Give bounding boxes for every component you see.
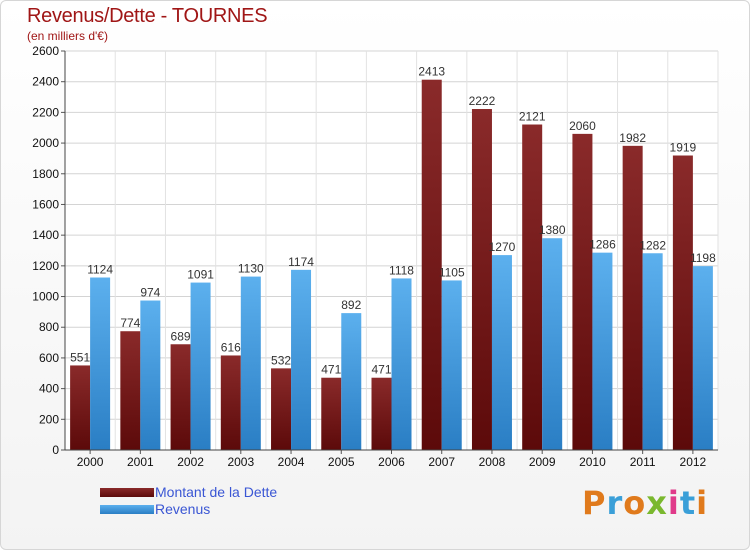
- x-tick-label-2006: 2006: [378, 455, 405, 469]
- legend-label-debt: Montant de la Dette: [155, 484, 278, 500]
- bar-revenus-2005: [341, 313, 362, 450]
- data-label-revenus-2002: 1091: [187, 268, 214, 282]
- bar-debt-2010: [572, 133, 593, 450]
- legend-label-revenus: Revenus: [155, 501, 211, 517]
- x-tick-label-2007: 2007: [428, 455, 455, 469]
- y-tick-label-1200: 1200: [32, 259, 59, 273]
- y-tick-label-2000: 2000: [32, 136, 59, 150]
- x-tick-label-2000: 2000: [77, 455, 104, 469]
- data-label-revenus-2012: 1198: [690, 251, 716, 265]
- bar-revenus-2008: [491, 255, 512, 450]
- bar-revenus-2007: [441, 280, 462, 450]
- proxiti-logo: Proxiti: [582, 484, 708, 522]
- bar-revenus-2006: [391, 278, 412, 450]
- data-label-debt-2007: 2413: [418, 65, 445, 79]
- bar-revenus-2004: [291, 269, 312, 450]
- x-tick-label-2004: 2004: [278, 455, 305, 469]
- bar-debt-2001: [120, 331, 141, 450]
- y-tick-label-0: 0: [52, 443, 59, 457]
- data-label-debt-2006: 471: [371, 363, 391, 377]
- bar-revenus-2002: [190, 282, 211, 450]
- x-tick-label-2003: 2003: [227, 455, 254, 469]
- logo-letter: r: [606, 484, 624, 522]
- y-tick-label-400: 400: [39, 382, 59, 396]
- legend-swatch-debt: [100, 488, 154, 497]
- chart-subtitle: (en milliers d'€): [27, 29, 108, 43]
- bar-revenus-2001: [140, 300, 161, 450]
- data-label-debt-2010: 2060: [569, 119, 596, 133]
- y-tick-label-600: 600: [39, 351, 59, 365]
- chart-title: Revenus/Dette - TOURNES: [27, 5, 268, 27]
- y-tick-label-1000: 1000: [32, 290, 59, 304]
- bar-debt-2004: [271, 368, 292, 450]
- logo-letter: i: [667, 484, 680, 522]
- x-tick-label-2005: 2005: [328, 455, 355, 469]
- data-label-revenus-2001: 974: [140, 286, 160, 300]
- x-tick-label-2011: 2011: [630, 455, 656, 469]
- x-tick-label-2010: 2010: [579, 455, 606, 469]
- bar-debt-2002: [170, 344, 191, 450]
- logo-letter: o: [623, 484, 647, 522]
- data-label-debt-2004: 532: [271, 353, 291, 367]
- data-label-debt-2008: 2222: [469, 94, 496, 108]
- bar-debt-2006: [371, 377, 392, 450]
- bar-debt-2012: [672, 155, 693, 450]
- y-tick-label-2600: 2600: [32, 44, 59, 58]
- y-tick-label-200: 200: [39, 412, 59, 426]
- data-label-revenus-2010: 1286: [589, 238, 616, 252]
- bar-revenus-2011: [642, 253, 663, 450]
- y-tick-label-2200: 2200: [32, 105, 59, 119]
- data-label-debt-2002: 689: [171, 329, 191, 343]
- logo-letter: P: [582, 484, 607, 522]
- data-label-debt-2012: 1919: [670, 141, 697, 155]
- bar-debt-2009: [522, 124, 543, 450]
- bar-debt-2008: [471, 109, 492, 451]
- y-tick-label-1400: 1400: [32, 228, 59, 242]
- data-label-revenus-2004: 1174: [288, 255, 314, 269]
- x-tick-label-2002: 2002: [177, 455, 204, 469]
- bar-revenus-2003: [240, 276, 261, 450]
- data-label-revenus-2003: 1130: [238, 262, 264, 276]
- bar-debt-2000: [70, 365, 91, 450]
- data-label-debt-2000: 551: [70, 350, 90, 364]
- bar-revenus-2012: [692, 266, 713, 450]
- data-label-revenus-2000: 1124: [87, 263, 113, 277]
- data-label-revenus-2011: 1282: [639, 238, 666, 252]
- y-tick-label-800: 800: [39, 320, 59, 334]
- data-label-revenus-2005: 892: [341, 298, 361, 312]
- logo-letter: i: [696, 484, 709, 522]
- data-label-revenus-2008: 1270: [489, 240, 516, 254]
- bar-revenus-2010: [592, 252, 613, 450]
- bar-revenus-2009: [542, 238, 563, 450]
- legend-swatch-revenus: [100, 505, 154, 514]
- data-label-debt-2001: 774: [120, 316, 140, 330]
- x-tick-label-2012: 2012: [680, 455, 707, 469]
- logo-letter: x: [646, 484, 668, 522]
- x-tick-label-2001: 2001: [127, 455, 154, 469]
- data-label-debt-2011: 1982: [619, 131, 646, 145]
- data-label-revenus-2007: 1105: [439, 265, 465, 279]
- data-label-debt-2003: 616: [221, 340, 241, 354]
- bar-debt-2011: [622, 145, 643, 450]
- x-tick-label-2009: 2009: [529, 455, 556, 469]
- logo-letter: t: [679, 484, 697, 522]
- x-tick-label-2008: 2008: [479, 455, 506, 469]
- y-tick-label-1800: 1800: [32, 167, 59, 181]
- bar-debt-2003: [220, 355, 241, 450]
- data-label-debt-2005: 471: [321, 363, 341, 377]
- data-label-revenus-2009: 1380: [539, 223, 566, 237]
- bar-debt-2005: [321, 377, 342, 450]
- bar-revenus-2000: [90, 277, 111, 450]
- data-label-revenus-2006: 1118: [389, 263, 414, 277]
- data-label-debt-2009: 2121: [519, 110, 546, 124]
- y-tick-label-2400: 2400: [32, 75, 59, 89]
- bar-debt-2007: [421, 79, 442, 450]
- y-tick-label-1600: 1600: [32, 197, 59, 211]
